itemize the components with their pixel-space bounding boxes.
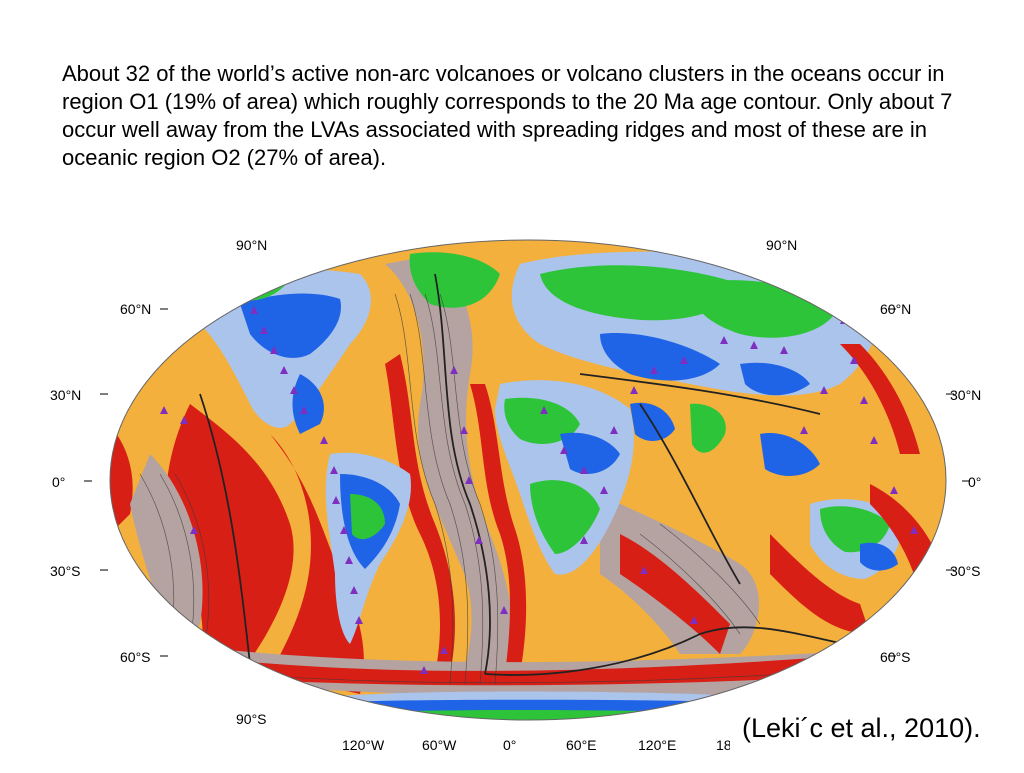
atlantic-ridge-zone — [385, 254, 514, 684]
latitude-ticks — [84, 308, 970, 657]
map-outline — [109, 239, 947, 721]
lat-label-90n-left: 90°N — [236, 237, 267, 253]
pacific-red-zone — [166, 404, 294, 674]
lat-label-60n-right: 60°N — [880, 301, 911, 317]
lat-label-30n-right: 30°N — [950, 387, 981, 403]
pacific-ridge-zone — [130, 454, 203, 654]
plate-boundaries — [199, 273, 901, 676]
lat-label-eq-right: 0° — [968, 474, 981, 490]
lat-label-90n-right: 90°N — [766, 237, 797, 253]
lat-label-30s-left: 30°S — [50, 563, 81, 579]
citation-text: (Leki´c et al., 2010). — [730, 706, 1024, 752]
continent-greenland — [409, 252, 500, 308]
lon-label-120e: 120°E — [638, 737, 676, 753]
lat-label-60s-left: 60°S — [120, 649, 151, 665]
lat-label-30s-right: 30°S — [950, 563, 981, 579]
lon-label-60w: 60°W — [422, 737, 457, 753]
lat-label-60s-right: 60°S — [880, 649, 911, 665]
lon-label-60e: 60°E — [566, 737, 597, 753]
lat-label-eq-left: 0° — [52, 474, 65, 490]
lat-label-90s-left: 90°S — [236, 711, 267, 727]
lat-label-60n-left: 60°N — [120, 301, 151, 317]
lon-label-120w: 120°W — [342, 737, 385, 753]
lat-label-30n-left: 30°N — [50, 387, 81, 403]
volcano-markers — [160, 286, 946, 674]
lon-label-0: 0° — [503, 737, 516, 753]
world-volcano-map: 90°N 60°N 30°N 0° 30°S 60°S 90°S 90°N 60… — [40, 234, 1024, 768]
caption-text: About 32 of the world’s active non-arc v… — [62, 61, 953, 170]
map-body — [110, 240, 946, 720]
